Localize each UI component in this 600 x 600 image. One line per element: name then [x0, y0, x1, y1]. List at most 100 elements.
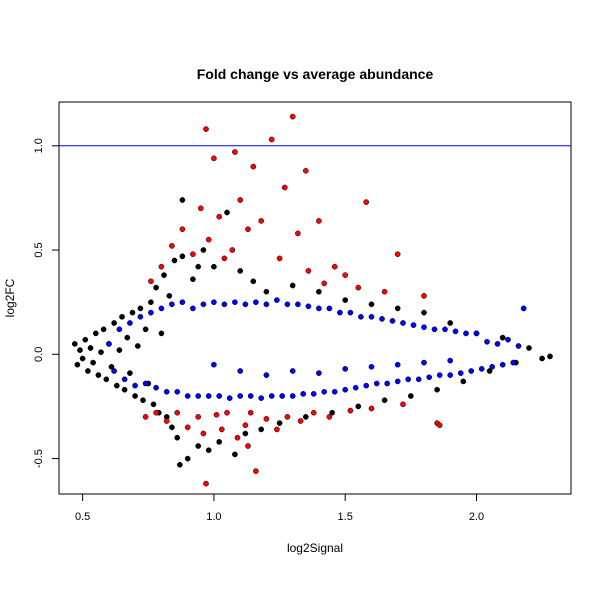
point-blue-29: [258, 395, 265, 401]
point-black-24: [134, 343, 141, 349]
point-black-72: [486, 368, 493, 374]
point-blue-36: [295, 301, 301, 308]
point-black-47: [211, 263, 217, 270]
point-black-30: [150, 401, 157, 408]
point-black-73: [499, 334, 506, 341]
point-blue-59: [415, 376, 422, 383]
point-red-16: [213, 411, 220, 418]
point-black-17: [116, 347, 123, 353]
point-red-17: [216, 213, 223, 220]
point-blue-84: [316, 370, 322, 376]
point-black-34: [161, 272, 167, 278]
point-blue-31: [268, 393, 275, 399]
point-black-77: [547, 353, 553, 360]
point-red-26: [245, 226, 251, 233]
point-red-42: [310, 409, 317, 416]
point-black-50: [232, 451, 238, 458]
point-blue-71: [478, 366, 485, 372]
point-red-57: [436, 422, 443, 429]
point-red-5: [169, 243, 175, 249]
point-red-41: [305, 268, 312, 274]
point-blue-72: [484, 338, 490, 345]
point-blue-70: [473, 330, 480, 337]
plot-frame: [58, 101, 572, 495]
point-red-38: [295, 230, 301, 237]
point-red-52: [381, 288, 388, 295]
x-tick-label-1: 1.0: [206, 511, 221, 523]
point-blue-11: [163, 388, 170, 395]
point-black-31: [153, 284, 159, 291]
point-red-25: [242, 422, 249, 429]
point-red-9: [190, 251, 196, 258]
point-red-32: [268, 136, 275, 143]
point-black-25: [137, 305, 144, 312]
point-red-6: [174, 409, 181, 416]
point-blue-27: [247, 393, 254, 399]
point-red-31: [263, 416, 270, 422]
point-red-34: [276, 255, 283, 262]
point-blue-88: [421, 359, 427, 366]
point-blue-61: [426, 374, 433, 381]
point-red-49: [355, 284, 362, 291]
point-black-37: [169, 424, 175, 431]
point-black-1: [74, 361, 81, 368]
point-red-0: [142, 414, 149, 420]
x-tick-label-3: 2.0: [469, 511, 484, 523]
point-black-41: [179, 253, 186, 260]
point-red-59: [245, 443, 251, 449]
x-axis: 0.5 1.0 1.5 2.0: [75, 493, 484, 523]
point-red-29: [253, 468, 259, 474]
point-blue-34: [284, 301, 291, 308]
point-blue-41: [321, 388, 328, 395]
point-red-3: [158, 263, 165, 270]
point-black-51: [237, 268, 244, 274]
point-blue-42: [326, 305, 333, 312]
point-red-8: [184, 424, 191, 431]
point-blue-56: [400, 320, 406, 326]
point-black-6: [87, 345, 94, 351]
point-black-0: [71, 341, 78, 347]
point-black-52: [242, 430, 249, 437]
point-blue-46: [347, 309, 354, 316]
point-blue-62: [431, 326, 438, 333]
points-layer: [71, 113, 553, 487]
point-black-19: [121, 386, 128, 393]
point-blue-44: [337, 309, 343, 316]
point-blue-51: [373, 380, 380, 387]
point-red-1: [148, 278, 154, 285]
point-red-30: [258, 218, 265, 224]
point-blue-15: [184, 393, 191, 399]
point-black-65: [394, 305, 401, 312]
point-black-39: [174, 434, 181, 441]
point-red-2: [153, 409, 159, 416]
point-black-11: [100, 326, 107, 333]
y-axis: -0.5 0.0 0.5 1.0: [33, 138, 60, 468]
point-black-45: [200, 247, 207, 253]
point-red-22: [232, 149, 238, 155]
point-blue-3: [121, 376, 128, 383]
point-black-7: [90, 359, 96, 366]
point-blue-1: [111, 368, 117, 374]
point-red-37: [289, 113, 296, 120]
point-red-50: [363, 199, 370, 205]
point-black-59: [316, 288, 322, 295]
point-blue-16: [190, 305, 196, 312]
point-black-61: [342, 297, 349, 303]
point-black-48: [216, 439, 223, 445]
point-blue-5: [132, 382, 138, 389]
point-black-36: [166, 293, 173, 299]
point-black-64: [381, 397, 388, 404]
point-black-23: [132, 393, 138, 399]
point-blue-89: [447, 357, 454, 364]
point-blue-63: [436, 372, 443, 378]
point-red-39: [297, 418, 304, 424]
point-blue-32: [274, 297, 280, 303]
point-blue-43: [331, 388, 338, 395]
x-axis-label: log2Signal: [287, 541, 343, 555]
point-black-46: [205, 447, 212, 454]
point-blue-45: [342, 386, 349, 393]
x-tick-label-0: 0.5: [75, 511, 90, 523]
point-black-75: [526, 345, 532, 351]
point-black-38: [171, 257, 178, 264]
point-red-51: [368, 405, 375, 412]
